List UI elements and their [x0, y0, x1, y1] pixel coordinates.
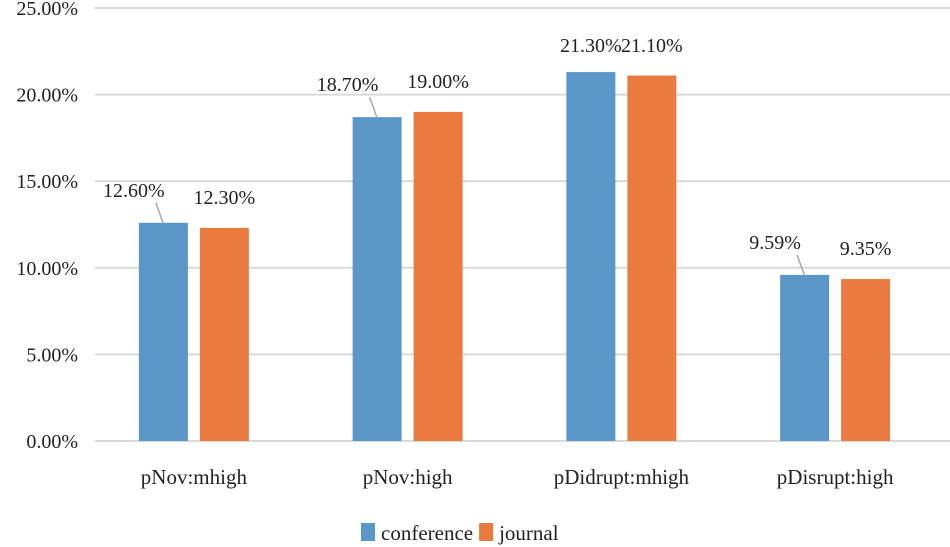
data-label: 12.60%: [103, 180, 165, 202]
x-tick-label: pDisrupt:high: [777, 465, 894, 489]
data-label: 18.70%: [317, 74, 379, 96]
leader-line: [368, 96, 378, 119]
data-label: 21.10%: [621, 35, 683, 57]
legend-swatch-conference: [361, 523, 375, 541]
bar-journal: [841, 279, 891, 441]
bar-conference: [780, 274, 830, 441]
bar-conference: [566, 72, 616, 442]
bar-journal: [627, 75, 677, 441]
legend-label: conference: [381, 521, 473, 545]
bar-journal: [199, 227, 249, 441]
leader-line: [796, 254, 806, 277]
x-tick-label: pDidrupt:mhigh: [554, 465, 690, 489]
y-tick-label: 10.00%: [16, 258, 78, 280]
legend-label: journal: [498, 521, 559, 545]
y-tick-label: 15.00%: [16, 171, 78, 193]
data-label: 9.35%: [840, 238, 892, 260]
bar-journal: [413, 111, 463, 442]
legend-swatch-journal: [479, 523, 494, 541]
data-label: 19.00%: [407, 71, 469, 93]
x-tick-label: pNov:mhigh: [141, 465, 248, 489]
x-tick-label: pNov:high: [363, 465, 453, 489]
bar-conference: [138, 222, 188, 441]
data-label: 21.30%: [560, 35, 622, 57]
bar-conference: [352, 117, 402, 441]
data-label: 9.59%: [749, 232, 801, 254]
leader-line: [155, 202, 165, 225]
y-tick-label: 20.00%: [16, 85, 78, 107]
y-tick-label: 0.00%: [26, 431, 78, 453]
y-tick-label: 25.00%: [16, 0, 78, 20]
data-label: 12.30%: [194, 187, 256, 209]
y-tick-label: 5.00%: [26, 344, 78, 366]
